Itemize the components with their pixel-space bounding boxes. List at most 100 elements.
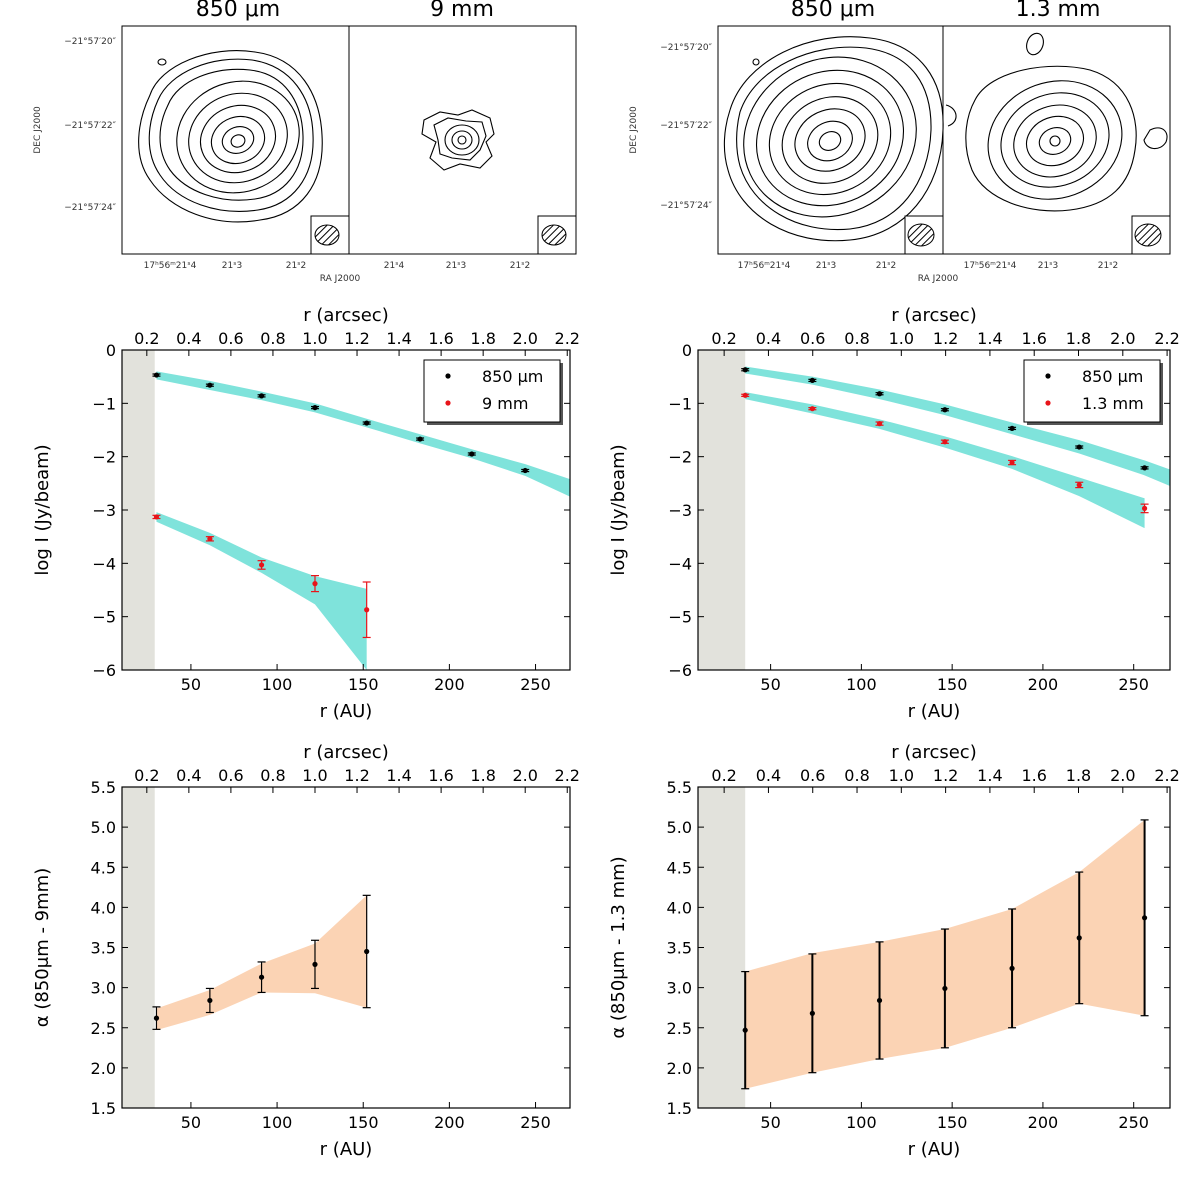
y-tick-label: −3 <box>92 501 116 520</box>
x-tick-label: 250 <box>1118 1113 1149 1132</box>
x-axis-label: r (AU) <box>908 701 961 722</box>
x2-tick-label: 2.2 <box>1154 766 1179 785</box>
x2-tick-label: 1.4 <box>977 329 1002 348</box>
x2-tick-label: 0.2 <box>711 329 736 348</box>
plot-alpha-9mm: 50 100 150 200 250 0.2 0.4 0.6 0.8 1.0 1.2 1.4 1.6 1.… <box>32 742 580 1160</box>
y-tick-label: 1.5 <box>667 1099 692 1118</box>
y-tick-label: 4.0 <box>667 898 692 917</box>
legend-box <box>1023 359 1161 423</box>
x2-tick-label: 0.8 <box>844 766 869 785</box>
data-point <box>258 974 265 980</box>
x-axis-label: r (AU) <box>320 1139 373 1160</box>
map-xtick: 21ˢ3 <box>446 261 467 271</box>
beam-850um-left <box>310 215 350 255</box>
data-point <box>942 985 948 992</box>
map-ylabel: DEC J2000 <box>629 106 639 154</box>
x2-tick-label: 1.8 <box>1066 329 1091 348</box>
contours-9mm <box>421 109 495 171</box>
data-point <box>153 1015 160 1021</box>
y-tick-label: −4 <box>668 554 692 573</box>
legend-label: 850 μm <box>482 367 543 386</box>
uncertainty-band-a <box>156 895 367 1031</box>
y-tick-label: −5 <box>92 608 116 627</box>
y-tick-label: 4.5 <box>667 858 692 877</box>
map-xtick: 21ˢ4 <box>384 261 405 271</box>
y-tick-label: 2.5 <box>91 1019 116 1038</box>
x-tick-label: 100 <box>846 1113 877 1132</box>
uncertainty-band-b <box>745 392 1145 529</box>
x2-tick-label: 1.0 <box>302 766 327 785</box>
x-tick-label: 250 <box>1118 675 1149 694</box>
data-point <box>876 391 883 397</box>
y-tick-label: 3.5 <box>667 939 692 958</box>
y-tick-label: 4.5 <box>91 858 116 877</box>
x2-axis-label: r (arcsec) <box>303 742 388 763</box>
x2-tick-label: 2.0 <box>512 766 537 785</box>
x-tick-label: 200 <box>1028 1113 1059 1132</box>
map-ylabel: DEC J2000 <box>33 106 43 154</box>
x2-tick-label: 0.2 <box>134 766 159 785</box>
contours-1p3mm <box>945 32 1168 212</box>
y-tick-label: 5.0 <box>667 818 692 837</box>
data-point <box>809 1010 815 1016</box>
x2-tick-label: 1.8 <box>470 329 495 348</box>
x-tick-label: 150 <box>937 675 968 694</box>
x2-tick-label: 2.0 <box>1110 766 1135 785</box>
y-tick-label: 3.0 <box>667 979 692 998</box>
x2-tick-label: 0.4 <box>756 766 781 785</box>
x2-tick-label: 1.6 <box>428 766 453 785</box>
data-point <box>942 439 948 445</box>
x2-tick-label: 0.6 <box>218 329 243 348</box>
x-tick-label: 100 <box>262 1113 293 1132</box>
data-point <box>207 536 213 542</box>
x2-tick-label: 1.8 <box>470 766 495 785</box>
map-xtick: 21ˢ3 <box>222 261 243 271</box>
x2-tick-label: 1.4 <box>386 329 411 348</box>
data-point <box>1076 482 1082 488</box>
x2-tick-label: 0.2 <box>134 329 159 348</box>
y-tick-label: −5 <box>668 608 692 627</box>
x2-tick-label: 2.0 <box>1110 329 1135 348</box>
x-tick-label: 50 <box>760 675 780 694</box>
x2-tick-label: 0.4 <box>176 329 201 348</box>
y-tick-label: −2 <box>668 448 692 467</box>
x2-axis-label: r (arcsec) <box>303 305 388 326</box>
x2-tick-label: 0.4 <box>176 766 201 785</box>
data-point <box>809 377 815 383</box>
map-xlabel: RA J2000 <box>320 274 361 284</box>
map-xtick: 17ʰ56ᵐ21ˢ4 <box>738 261 791 271</box>
data-point <box>742 1027 748 1033</box>
y-tick-label: 0 <box>106 341 116 360</box>
y-tick-label: 0 <box>682 341 692 360</box>
x2-tick-label: 0.2 <box>711 766 736 785</box>
x-tick-label: 250 <box>520 1113 551 1132</box>
x2-tick-label: 1.2 <box>933 329 958 348</box>
contour-maps-right: 850 μm 1.3 mm <box>629 0 1171 284</box>
x-tick-label: 250 <box>520 675 551 694</box>
data-point <box>207 997 213 1004</box>
x2-tick-label: 2.2 <box>1154 329 1179 348</box>
data-point <box>1141 915 1148 921</box>
x2-tick-label: 2.2 <box>555 766 580 785</box>
y-tick-label: 5.5 <box>667 778 692 797</box>
x-tick-label: 150 <box>348 1113 379 1132</box>
data-point <box>312 961 318 967</box>
x2-tick-label: 0.8 <box>260 329 285 348</box>
y-tick-label: 2.0 <box>91 1059 116 1078</box>
x2-tick-label: 1.2 <box>344 766 369 785</box>
x2-tick-label: 1.4 <box>977 766 1002 785</box>
uncertainty-band-a <box>745 366 1170 486</box>
x2-tick-label: 1.4 <box>386 766 411 785</box>
y-tick-label: 3.0 <box>91 979 116 998</box>
map-xtick: 21ˢ3 <box>1038 261 1059 271</box>
plot-intensity-9mm: 50 100 150 200 250 0.2 0.4 0.6 0.8 1.0 1.2 1.4 1.6 1.… <box>32 305 580 722</box>
beam-9mm <box>537 215 577 255</box>
x2-tick-label: 0.8 <box>260 766 285 785</box>
data-point <box>1141 505 1148 511</box>
data-point <box>742 367 748 373</box>
y-tick-label: 5.0 <box>91 818 116 837</box>
data-point <box>207 382 213 388</box>
x2-tick-label: 0.6 <box>218 766 243 785</box>
x2-tick-label: 0.6 <box>800 766 825 785</box>
contours-850um-left <box>138 50 323 223</box>
